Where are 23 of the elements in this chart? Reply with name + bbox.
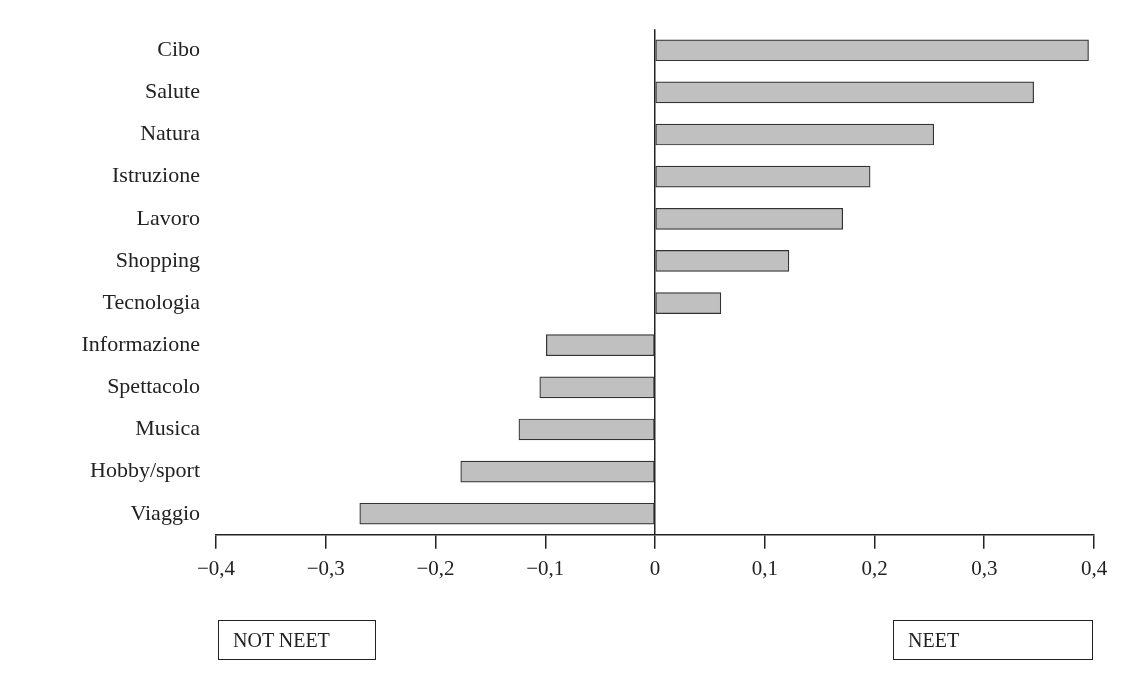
- y-tick-label: Shopping: [115, 246, 200, 272]
- y-tick-label: Hobby/sport: [90, 457, 200, 483]
- y-tick-label: Salute: [145, 78, 200, 104]
- x-tick-label: 0,1: [751, 555, 778, 580]
- y-tick-label: Natura: [140, 120, 201, 146]
- y-tick-label: Cibo: [157, 36, 200, 62]
- x-tick-label: −0,2: [416, 555, 455, 580]
- x-tick-label: 0,3: [971, 555, 998, 580]
- x-tick-label: −0,4: [196, 555, 236, 580]
- x-tick-label: −0,3: [306, 555, 345, 580]
- x-tick-label: 0: [649, 555, 661, 580]
- y-tick-label: Viaggio: [130, 499, 200, 525]
- text: NOT NEET: [218, 620, 376, 660]
- text: NEET: [893, 620, 1093, 660]
- y-tick-label: Tecnologia: [102, 288, 201, 314]
- y-tick-label: Informazione: [81, 330, 200, 356]
- y-tick-label: Istruzione: [112, 162, 200, 188]
- y-tick-label: Musica: [135, 415, 201, 441]
- y-tick-label: Lavoro: [136, 204, 200, 230]
- y-tick-label: Spettacolo: [107, 373, 200, 399]
- x-tick-label: 0,2: [861, 555, 888, 580]
- x-tick-label: −0,1: [526, 555, 565, 580]
- x-tick-label: 0,4: [1080, 555, 1108, 580]
